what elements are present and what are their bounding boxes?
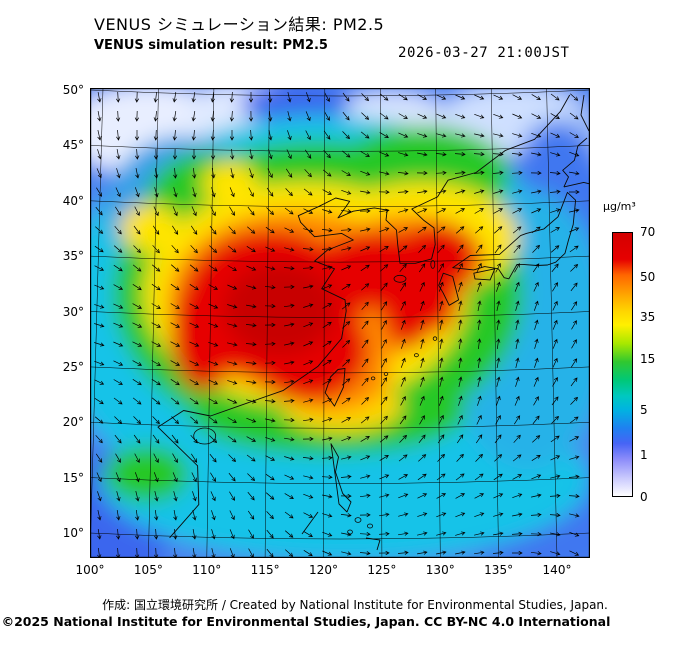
pm25-heatmap-layer — [90, 88, 590, 558]
lon-tick-label: 120° — [309, 563, 338, 577]
lon-tick-label: 115° — [250, 563, 280, 577]
lon-tick-label: 130° — [425, 563, 455, 577]
page-title-japanese: VENUS シミュレーション結果: PM2.5 — [94, 15, 385, 34]
lat-tick-label: 25° — [62, 359, 84, 374]
footer-license: ©2025 National Institute for Environment… — [1, 614, 611, 629]
map-plot-area — [90, 88, 590, 558]
lat-tick-label: 15° — [62, 470, 84, 485]
lat-tick-label: 45° — [62, 138, 84, 153]
lon-tick-label: 135° — [484, 563, 514, 577]
wind-vector-layer — [94, 91, 580, 558]
colorbar-tick-label: 70 — [640, 225, 656, 239]
lat-tick-label: 10° — [62, 526, 84, 540]
lat-tick-label: 50° — [62, 83, 84, 97]
lat-tick-label: 40° — [62, 193, 84, 208]
map-frame — [90, 88, 590, 558]
lon-tick-label: 125° — [367, 563, 397, 577]
colorbar-tick-label: 35 — [640, 309, 656, 324]
colorbar-unit-label: µg/m³ — [603, 200, 636, 213]
coastline-layer — [157, 94, 590, 551]
page-title-english: VENUS simulation result: PM2.5 — [94, 38, 328, 53]
footer-credit: 作成: 国立環境研究所 / Created by National Instit… — [102, 598, 608, 612]
colorbar-tick-label: 50 — [640, 270, 656, 285]
lat-tick-label: 30° — [62, 304, 84, 319]
lon-tick-label: 100° — [75, 563, 105, 577]
lon-tick-label: 140° — [542, 563, 572, 577]
lon-tick-label: 105° — [133, 563, 163, 577]
colorbar-gradient — [612, 232, 633, 497]
colorbar-tick-label: 5 — [640, 402, 648, 417]
lat-tick-label: 35° — [62, 249, 84, 264]
graticule-grid — [90, 88, 590, 558]
colorbar-tick-label: 1 — [640, 447, 648, 462]
timestamp-label: 2026-03-27 21:00JST — [398, 45, 570, 61]
lat-tick-label: 20° — [62, 415, 84, 430]
pm25-map — [90, 88, 590, 558]
colorbar-tick-label: 0 — [640, 490, 648, 504]
lon-tick-label: 110° — [192, 563, 222, 577]
colorbar-tick-label: 15 — [640, 352, 656, 367]
